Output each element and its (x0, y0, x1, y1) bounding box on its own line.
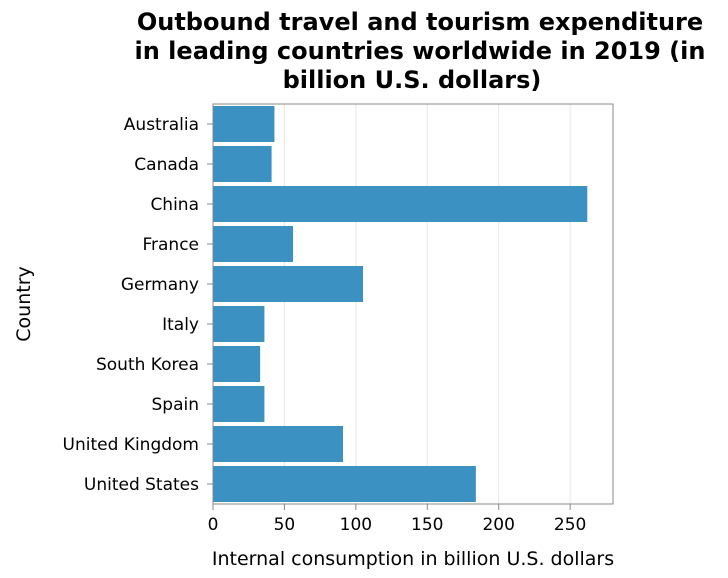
bars (213, 106, 588, 502)
y-tick-label: China (150, 195, 199, 215)
y-tick-label: Australia (124, 115, 199, 135)
y-tick-label: Italy (162, 315, 199, 335)
x-tick-label: 200 (482, 515, 514, 535)
plot-frame (212, 103, 614, 505)
bar-canada (213, 146, 272, 182)
chart-title-line-2: in leading countries worldwide in 2019 (… (135, 37, 706, 65)
bar-united-kingdom (213, 426, 343, 462)
y-tick-label: France (142, 235, 199, 255)
y-tick-label: Germany (121, 275, 199, 295)
x-axis-title: Internal consumption in billion U.S. dol… (212, 548, 614, 570)
y-tick-label: United States (84, 475, 199, 495)
y-tick-label: Canada (134, 155, 199, 175)
y-tick-label: South Korea (96, 355, 199, 375)
x-tick-label: 150 (411, 515, 443, 535)
chart-title-line-1: Outbound travel and tourism expenditure (137, 8, 703, 36)
y-tick-label: Spain (152, 395, 200, 415)
axes: Australia Canada China France Germany Italy So… (63, 103, 614, 535)
y-tick-label: United Kingdom (63, 435, 199, 455)
x-tick-label: 100 (340, 515, 372, 535)
bar-germany (213, 266, 363, 302)
chart-title: Outbound travel and tourism expenditure … (135, 8, 706, 94)
bar-france (213, 226, 293, 262)
bar-spain (213, 386, 265, 422)
bar-australia (213, 106, 275, 142)
bar-china (213, 186, 588, 222)
x-tick-label: 250 (554, 515, 586, 535)
bar-united-states (213, 466, 476, 502)
x-tick-label: 50 (274, 515, 296, 535)
bar-italy (213, 306, 265, 342)
bar-south-korea (213, 346, 261, 382)
x-tick-label: 0 (208, 515, 219, 535)
chart-title-line-3: billion U.S. dollars) (283, 66, 542, 94)
y-axis-title: Country (13, 266, 35, 341)
